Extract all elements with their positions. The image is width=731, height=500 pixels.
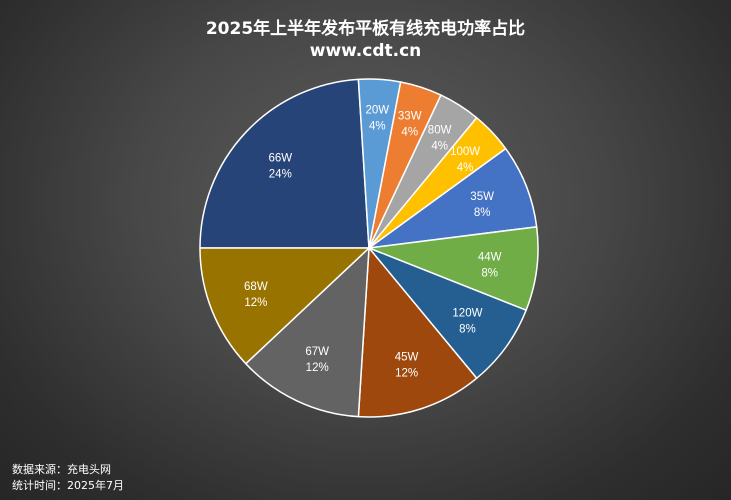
chart-title: 2025年上半年发布平板有线充电功率占比 [205,19,526,39]
slice-category-label: 67W [305,346,329,358]
pie-slice-68w [199,247,370,365]
slice-percent-label: 8% [459,324,476,336]
slice-category-label: 100W [450,146,480,158]
slice-percent-label: 8% [474,207,491,219]
footer: 数据来源：充电头网 统计时间：2025年7月 [12,462,124,494]
slice-percent-label: 12% [395,368,418,380]
slice-category-label: 45W [395,352,419,364]
pie-slice-45w [357,247,478,418]
slice-percent-label: 24% [269,169,292,181]
pie-slices [199,78,539,418]
slice-category-label: 120W [452,308,482,320]
data-source-note: 数据来源：充电头网 [12,463,111,476]
slice-category-label: 35W [470,191,494,203]
slice-category-label: 66W [268,153,292,165]
pie-slice-66w [199,78,370,249]
chart-subtitle: www.cdt.cn [309,41,422,61]
slice-percent-label: 4% [369,120,386,132]
chart-title-block: 2025年上半年发布平板有线充电功率占比 www.cdt.cn [0,18,731,62]
slice-category-label: 33W [398,111,422,123]
slice-percent-label: 4% [457,162,474,174]
slice-percent-label: 4% [431,141,448,153]
slice-percent-label: 4% [401,127,418,139]
slice-category-label: 80W [428,125,452,137]
slice-category-label: 44W [478,251,502,263]
slice-percent-label: 12% [306,362,329,374]
data-period-note: 统计时间：2025年7月 [12,479,124,492]
slice-category-label: 68W [244,281,268,293]
slice-category-label: 20W [365,104,389,116]
slice-label-100w: 100W 4% [450,146,480,174]
slice-label-120w: 120W 8% [452,308,482,336]
pie-slice-67w [245,247,370,418]
slice-percent-label: 12% [244,297,267,309]
slice-percent-label: 8% [481,267,498,279]
